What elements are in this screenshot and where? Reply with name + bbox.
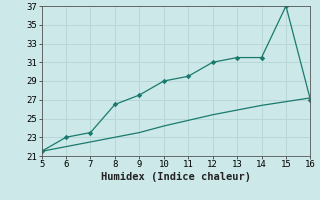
X-axis label: Humidex (Indice chaleur): Humidex (Indice chaleur) — [101, 172, 251, 182]
